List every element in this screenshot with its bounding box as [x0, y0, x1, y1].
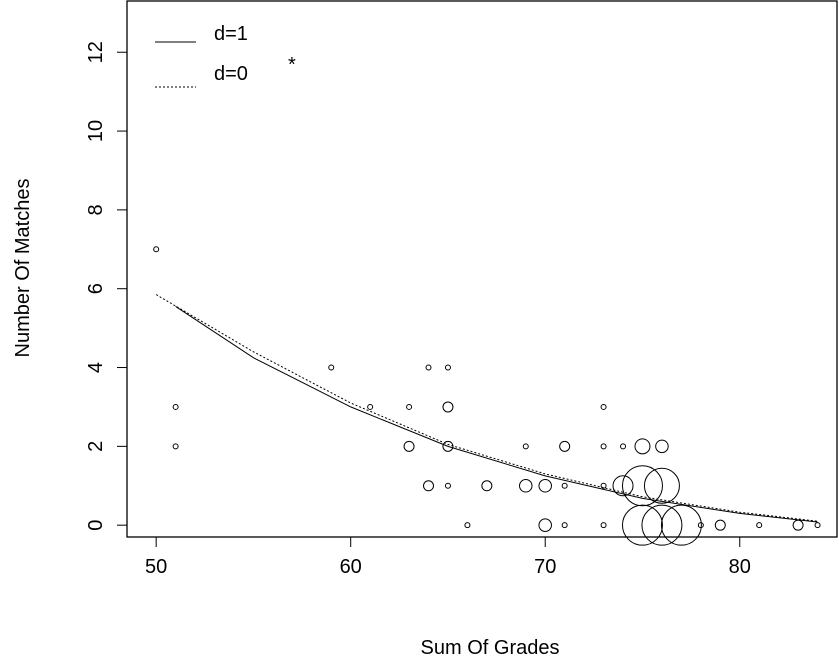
y-tick-label: 2 [85, 441, 107, 452]
data-point [655, 439, 669, 454]
curve-d0 [155, 294, 818, 522]
data-point [444, 364, 451, 371]
x-axis-title: Sum Of Grades [421, 637, 560, 659]
data-point [403, 440, 415, 452]
data-point [406, 403, 413, 410]
legend-label-d1: d=1 [214, 23, 248, 45]
data-point [697, 522, 704, 529]
fitted-curves [155, 294, 818, 523]
data-point [634, 438, 651, 455]
y-tick-label: 10 [85, 120, 107, 142]
data-point [612, 475, 634, 497]
data-point [814, 522, 821, 529]
data-point [328, 364, 335, 371]
x-tick-label: 80 [729, 556, 751, 578]
data-point [172, 403, 179, 410]
data-point [464, 522, 471, 529]
data-point [559, 440, 571, 452]
legend: d=1 d=0 [155, 23, 248, 88]
data-point [538, 479, 552, 493]
data-point [643, 467, 680, 504]
data-point [538, 518, 552, 532]
data-point [792, 519, 804, 531]
y-axis: 0 2 4 6 8 10 12 [85, 41, 128, 531]
y-tick-label: 8 [85, 204, 107, 215]
data-point [519, 479, 533, 493]
data-point [172, 443, 179, 450]
x-axis: 50 60 70 80 [145, 536, 751, 578]
y-tick-label: 0 [85, 520, 107, 531]
x-tick-label: 60 [340, 556, 362, 578]
data-point [714, 519, 726, 531]
data-point [367, 403, 374, 410]
legend-label-d0: d=0 [214, 63, 248, 85]
data-point [600, 443, 607, 450]
data-point [600, 403, 607, 410]
data-point [561, 522, 568, 529]
data-point [425, 364, 432, 371]
curve-d1 [175, 305, 818, 523]
data-point [620, 443, 627, 450]
data-point [442, 401, 454, 413]
data-point [442, 440, 454, 452]
data-point [660, 504, 702, 546]
y-tick-label: 6 [85, 283, 107, 294]
x-tick-label: 70 [534, 556, 556, 578]
y-tick-label: 4 [85, 362, 107, 373]
data-point [621, 465, 663, 507]
data-point [600, 482, 607, 489]
data-point [481, 480, 493, 492]
data-point [756, 522, 763, 529]
data-point [522, 443, 529, 450]
data-point [621, 504, 663, 546]
data-point [641, 504, 683, 546]
data-point [600, 522, 607, 529]
x-tick-label: 50 [145, 556, 167, 578]
data-point [423, 480, 435, 492]
data-point [561, 482, 568, 489]
data-point [153, 246, 160, 253]
asterisk-marker: * [288, 54, 296, 76]
y-axis-title: Number Of Matches [12, 179, 34, 358]
y-tick-label: 12 [85, 41, 107, 63]
data-points [153, 246, 821, 546]
data-point [444, 482, 451, 489]
